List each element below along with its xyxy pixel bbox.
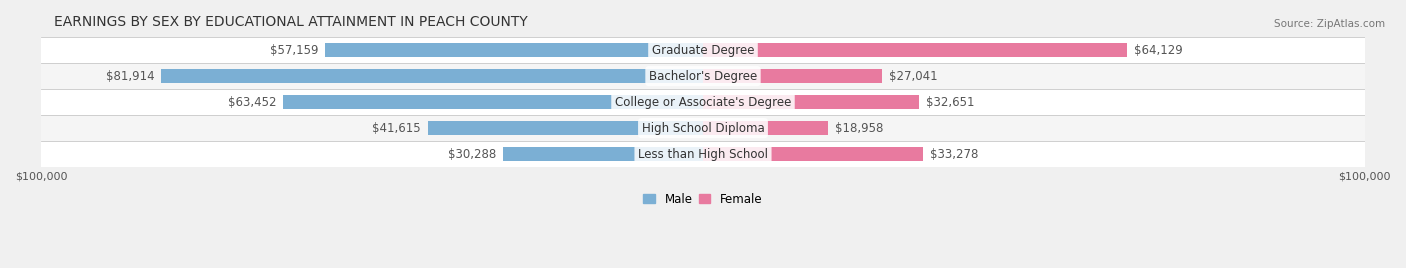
Text: Graduate Degree: Graduate Degree [652, 44, 754, 57]
Bar [41, 115, 1365, 141]
Text: Bachelor's Degree: Bachelor's Degree [650, 70, 756, 83]
Text: College or Associate's Degree: College or Associate's Degree [614, 96, 792, 109]
Text: $30,288: $30,288 [447, 148, 496, 161]
Bar [703, 69, 882, 83]
Text: Less than High School: Less than High School [638, 148, 768, 161]
Text: EARNINGS BY SEX BY EDUCATIONAL ATTAINMENT IN PEACH COUNTY: EARNINGS BY SEX BY EDUCATIONAL ATTAINMEN… [55, 15, 529, 29]
Bar [502, 147, 703, 161]
Bar [160, 69, 703, 83]
Bar [41, 89, 1365, 115]
Text: $32,651: $32,651 [925, 96, 974, 109]
Text: High School Diploma: High School Diploma [641, 122, 765, 135]
Bar [283, 95, 703, 109]
Bar [703, 121, 828, 135]
Bar [427, 121, 703, 135]
Bar [41, 37, 1365, 63]
Bar [41, 63, 1365, 89]
Text: Source: ZipAtlas.com: Source: ZipAtlas.com [1274, 19, 1385, 29]
Legend: Male, Female: Male, Female [638, 188, 768, 211]
Bar [703, 43, 1128, 57]
Text: $33,278: $33,278 [929, 148, 979, 161]
Text: $41,615: $41,615 [373, 122, 420, 135]
Text: $81,914: $81,914 [105, 70, 155, 83]
Bar [703, 95, 920, 109]
Text: $18,958: $18,958 [835, 122, 883, 135]
Text: $27,041: $27,041 [889, 70, 938, 83]
Text: $64,129: $64,129 [1135, 44, 1182, 57]
Bar [703, 147, 924, 161]
Bar [325, 43, 703, 57]
Text: $57,159: $57,159 [270, 44, 318, 57]
Text: $63,452: $63,452 [228, 96, 277, 109]
Bar [41, 141, 1365, 167]
